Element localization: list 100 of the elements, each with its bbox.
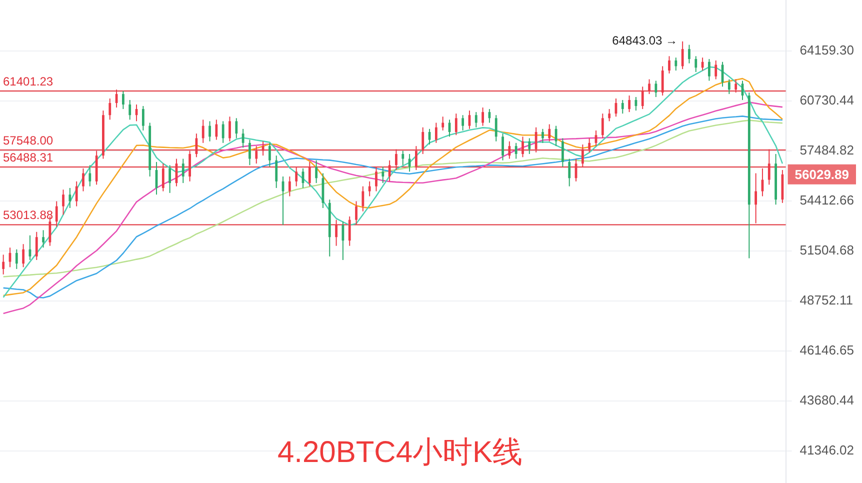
ref-line-label: 61401.23 <box>3 74 54 88</box>
text: 56029.89 <box>794 166 850 182</box>
candlestick <box>648 78 650 95</box>
candlestick <box>188 150 191 182</box>
candlestick <box>255 146 258 164</box>
candlestick <box>242 128 244 148</box>
candlestick <box>55 200 58 228</box>
candlestick <box>442 116 444 131</box>
candlestick <box>674 57 678 72</box>
y-tick-label: 51504.68 <box>800 242 854 258</box>
candlestick <box>561 138 564 168</box>
y-tick-label: 41346.02 <box>800 442 854 458</box>
ref-line-label: 56488.31 <box>3 150 54 164</box>
candlestick <box>628 95 630 113</box>
text: 4.20BTC4小时K线 <box>276 435 524 471</box>
candlestick <box>534 126 538 153</box>
candlestick <box>402 150 404 166</box>
ref-line-label: 57548.00 <box>3 133 54 148</box>
candlestick <box>661 66 664 96</box>
candlestick <box>754 172 758 224</box>
candlestick <box>88 164 92 187</box>
candlestick <box>22 244 25 268</box>
candlestick <box>414 146 418 171</box>
candlestick <box>362 186 364 212</box>
candlestick <box>15 248 18 270</box>
candlestick <box>522 136 524 158</box>
candlestick <box>35 231 38 261</box>
y-tick-label: 48752.11 <box>800 292 854 308</box>
y-tick-label: 57484.82 <box>800 142 854 158</box>
candlestick <box>388 160 391 182</box>
candlestick <box>508 140 511 160</box>
y-tick-label: 43680.44 <box>800 392 854 408</box>
candlestick <box>488 108 491 124</box>
candlestick <box>462 114 464 131</box>
ref-line-label: 53013.88 <box>3 208 54 222</box>
candlestick <box>482 107 484 126</box>
candlestick <box>355 200 358 226</box>
candlestick <box>694 56 698 72</box>
candlestick <box>375 166 378 192</box>
candlestick <box>382 166 384 184</box>
candlestick <box>128 100 132 120</box>
candlestick <box>215 119 218 140</box>
candlestick <box>2 254 5 275</box>
candlestick <box>688 44 690 64</box>
candlestick <box>248 139 251 166</box>
candlestick <box>502 133 504 161</box>
candlestick <box>734 78 738 94</box>
candlestick <box>168 164 172 194</box>
candlestick <box>42 230 44 248</box>
candlestick <box>542 128 544 144</box>
candlestick <box>82 168 84 192</box>
candlestick <box>122 90 124 110</box>
candlestick <box>162 163 164 192</box>
candlestick <box>548 124 551 142</box>
candlestick <box>315 160 318 184</box>
candlestick <box>621 100 624 114</box>
candlestick <box>195 133 198 158</box>
candlestick <box>342 221 344 261</box>
candlestick <box>335 219 338 246</box>
candlestick <box>308 161 311 187</box>
candlestick <box>668 56 670 74</box>
candlestick <box>581 144 584 168</box>
y-tick-label: 60730.44 <box>800 92 854 108</box>
candlestick <box>275 155 278 188</box>
candlestick <box>641 86 644 110</box>
candlestick <box>728 78 730 95</box>
candlestick <box>608 108 611 122</box>
candlestick <box>601 113 604 139</box>
candlestick <box>708 58 710 82</box>
candlestick <box>568 158 571 187</box>
candlestick <box>654 80 658 98</box>
candlestick <box>202 119 204 144</box>
candlestick <box>434 122 438 144</box>
candlestick <box>768 148 770 186</box>
y-tick-label: 46146.65 <box>800 342 854 358</box>
candlestick <box>368 180 371 197</box>
candlestick <box>474 112 478 128</box>
candlestick <box>395 148 398 171</box>
y-tick-label: 54412.66 <box>800 192 854 208</box>
candlestick <box>235 118 238 139</box>
candlestick <box>222 120 224 144</box>
y-tick-label: 64159.30 <box>800 42 854 58</box>
candlestick <box>588 138 591 153</box>
candlestick <box>514 142 518 160</box>
candlestick <box>75 180 78 207</box>
candlestick <box>288 176 291 197</box>
annotation: 64843.03 → <box>612 34 678 48</box>
candlestick <box>68 187 72 208</box>
candlestick <box>681 40 684 70</box>
candlestick <box>454 113 458 136</box>
candlestick <box>714 60 718 80</box>
candlestick <box>268 142 271 168</box>
candlestick <box>228 116 231 142</box>
candlestick <box>62 189 64 216</box>
candlestick <box>494 114 498 142</box>
candlestick <box>142 106 144 131</box>
candlestick <box>528 138 531 154</box>
candlestick <box>422 126 424 154</box>
candlestick <box>634 96 638 112</box>
candlestick <box>348 216 351 246</box>
